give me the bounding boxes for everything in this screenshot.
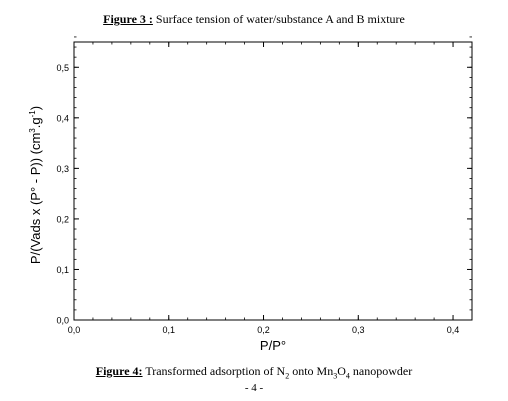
y-tick-labels: 0,0 0,1 0,2 0,3 0,4 0,5 xyxy=(56,63,69,326)
y-tick-label: 0,1 xyxy=(56,265,69,275)
figure-4-caption: O xyxy=(337,364,346,378)
x-tick-label: 0,1 xyxy=(163,325,176,335)
figure-4-caption: onto Mn xyxy=(289,364,334,378)
plot-frame xyxy=(73,41,473,321)
y-axis-label-part: .g xyxy=(28,117,43,128)
y-tick-label: 0,3 xyxy=(56,164,69,174)
x-tick-label: 0,4 xyxy=(447,325,460,335)
figure-4-label: Figure 4: xyxy=(95,364,143,378)
y-axis-label-sup: 3 xyxy=(28,128,37,133)
x-tick-label: 0,2 xyxy=(257,325,270,335)
y-tick-label: 0,4 xyxy=(56,113,69,123)
figure-3-label: Figure 3 : xyxy=(103,12,153,26)
x-tick-label: 0,3 xyxy=(352,325,365,335)
x-axis-label: P/P° xyxy=(260,338,286,353)
figure-4-sub: 4 xyxy=(345,371,350,381)
y-axis-label: P/(Vads x (P° - P)) (cm3.g-1) xyxy=(28,106,43,264)
major-ticks xyxy=(73,42,472,321)
y-axis-label-part: P/(Vads x (P° - P)) (cm xyxy=(28,133,43,264)
figure-3-caption: Surface tension of water/substance A and… xyxy=(152,12,405,26)
y-axis-label-part: ) xyxy=(28,106,43,110)
page-number: - 4 - xyxy=(244,382,264,394)
figure-4-caption: Transformed adsorption of N xyxy=(142,364,286,378)
x-tick-labels: 0,0 0,1 0,2 0,3 0,4 xyxy=(68,325,460,335)
y-tick-label: 0,2 xyxy=(56,214,69,224)
figure-4-sub: 3 xyxy=(333,371,338,381)
figure-4-sub: 2 xyxy=(285,371,290,381)
figure-3-title: Figure 3 : Surface tension of water/subs… xyxy=(0,12,508,26)
y-tick-label: 0,0 xyxy=(56,316,69,326)
minor-ticks xyxy=(73,36,473,321)
figure-4-caption: nanopowder xyxy=(349,364,413,378)
x-tick-label: 0,0 xyxy=(68,325,81,335)
y-tick-label: 0,5 xyxy=(56,63,69,73)
y-axis-label-sup: -1 xyxy=(28,110,37,118)
figure-4-title: Figure 4: Transformed adsorption of N2 o… xyxy=(0,364,508,383)
